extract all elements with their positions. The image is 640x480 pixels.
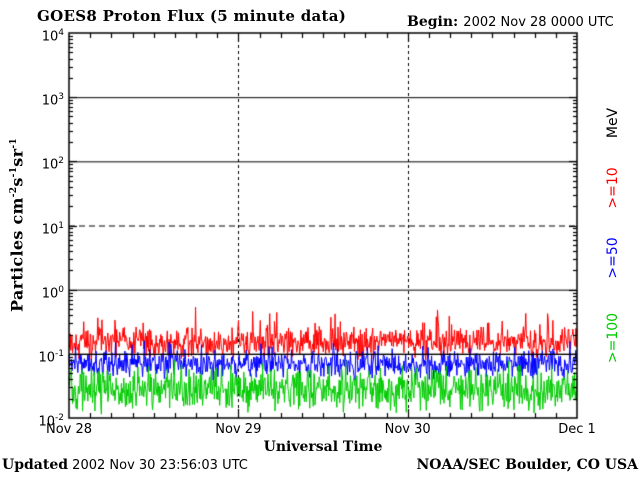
y-tick-exponent: 0 bbox=[58, 284, 64, 295]
begin-label: Begin: bbox=[407, 14, 459, 30]
y-tick-exponent: -1 bbox=[55, 348, 64, 359]
x-tick-label: Dec 1 bbox=[558, 422, 596, 437]
x-tick-label: Nov 30 bbox=[384, 422, 431, 437]
y-tick-exponent: 2 bbox=[58, 156, 64, 167]
updated-value: 2002 Nov 30 23:56:03 UTC bbox=[72, 458, 248, 473]
y-tick-exponent: 1 bbox=[58, 220, 64, 231]
begin-time-group: Begin: 2002 Nov 28 0000 UTC bbox=[407, 11, 614, 30]
y-tick-base: 10 bbox=[38, 414, 56, 430]
y-axis-label-text: s bbox=[7, 177, 27, 187]
y-tick-base: 10 bbox=[41, 157, 59, 173]
y-axis-label: Particles cm-2s-1sr-1 bbox=[8, 138, 27, 312]
updated-timestamp: Updated 2002 Nov 30 23:56:03 UTC bbox=[2, 457, 248, 473]
x-tick-label: Nov 29 bbox=[215, 422, 262, 437]
y-tick-base: 10 bbox=[41, 221, 59, 237]
x-axis-label: Universal Time bbox=[263, 439, 383, 455]
y-tick-label: 104 bbox=[0, 25, 64, 45]
y-tick-label: 100 bbox=[0, 282, 64, 302]
legend-series-label: >=50 bbox=[605, 237, 621, 279]
chart-title: GOES8 Proton Flux (5 minute data) bbox=[37, 7, 347, 25]
begin-value: 2002 Nov 28 0000 UTC bbox=[463, 15, 614, 30]
y-tick-base: 10 bbox=[41, 93, 59, 109]
y-tick-exponent: -2 bbox=[55, 413, 64, 423]
y-tick-label: 10-1 bbox=[0, 346, 64, 366]
y-tick-label: 103 bbox=[0, 89, 64, 109]
legend-units-label: MeV bbox=[605, 107, 621, 139]
y-axis-label-exponent: -1 bbox=[9, 138, 20, 149]
x-tick-label: Nov 28 bbox=[45, 422, 93, 437]
y-tick-label: 10-2 bbox=[0, 410, 64, 430]
y-tick-base: 10 bbox=[38, 350, 56, 366]
updated-label: Updated bbox=[2, 457, 69, 473]
y-tick-base: 10 bbox=[41, 285, 59, 301]
y-tick-label: 101 bbox=[0, 218, 64, 238]
y-axis-label-exponent: -2 bbox=[9, 186, 20, 198]
legend-series-label: >=10 bbox=[605, 167, 621, 209]
credit-text: NOAA/SEC Boulder, CO USA bbox=[416, 457, 639, 473]
legend-series-label: >=100 bbox=[605, 312, 621, 364]
y-tick-base: 10 bbox=[41, 29, 59, 45]
y-tick-exponent: 3 bbox=[58, 92, 64, 103]
y-axis-label-exponent: -1 bbox=[9, 166, 20, 178]
y-axis-label-text: sr bbox=[7, 148, 27, 167]
y-tick-exponent: 4 bbox=[58, 28, 64, 38]
y-tick-label: 102 bbox=[0, 153, 64, 173]
y-axis-label-text: Particles cm bbox=[7, 197, 27, 312]
